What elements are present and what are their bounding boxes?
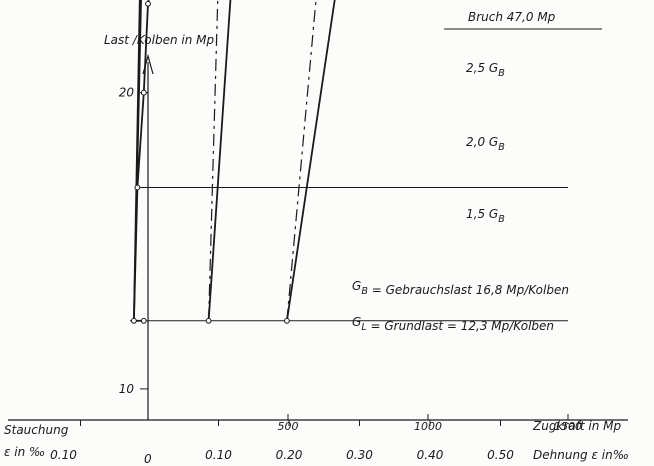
strain-tick-label-left: 0.10	[50, 448, 77, 462]
labels: Last /Kolben in Mp Zugkraft in Mp Stauch…	[4, 10, 629, 466]
strain-origin-label: 0	[144, 452, 152, 466]
series	[133, 0, 336, 322]
force-tick-label: 500	[278, 420, 299, 433]
data-point	[284, 317, 290, 324]
y-axis-title: Last /Kolben in Mp	[104, 33, 214, 47]
y-tick-label: 10	[119, 382, 135, 396]
load-strain-series	[207, 0, 232, 321]
load-level-label: 1,5 GB	[466, 207, 505, 225]
ticks: 1020304050010001500200025000.100.200.300…	[50, 86, 582, 462]
markers	[131, 0, 290, 324]
data-point	[140, 317, 147, 324]
force-axis-title: Zugkraft in Mp	[532, 419, 622, 433]
strain-tick-label: 0.20	[276, 448, 303, 462]
strain-tick-label: 0.50	[487, 448, 514, 462]
load-strain-series	[208, 0, 219, 321]
load-level-label: GL = Grundlast = 12,3 Mp/Kolben	[352, 315, 554, 333]
load-level-lines	[130, 28, 602, 322]
data-point	[134, 184, 141, 191]
strain-left-label-2: ε in ‰	[4, 445, 45, 459]
data-point	[205, 317, 212, 324]
data-point	[131, 317, 137, 324]
y-tick-label: 20	[119, 86, 135, 100]
load-level-label: GB = Gebrauchslast 16,8 Mp/Kolben	[352, 279, 569, 297]
strain-tick-label: 0.30	[346, 448, 373, 462]
force-tick-label: 1500	[554, 420, 582, 433]
load-strain-series	[133, 0, 141, 321]
load-level-label: 2,0 GB	[466, 135, 505, 153]
load-strain-series	[286, 0, 336, 321]
strain-tick-label: 0.40	[417, 448, 444, 462]
force-tick-label: 1000	[414, 420, 442, 433]
strain-right-label: Dehnung ε in‰	[533, 448, 629, 462]
strain-tick-label: 0.10	[205, 448, 232, 462]
data-point	[145, 0, 151, 7]
load-level-label: 2,5 GB	[466, 61, 505, 79]
strain-left-label-1: Stauchung	[4, 423, 69, 437]
data-point	[140, 89, 147, 96]
break-annotation: Bruch 47,0 Mp	[468, 10, 556, 24]
